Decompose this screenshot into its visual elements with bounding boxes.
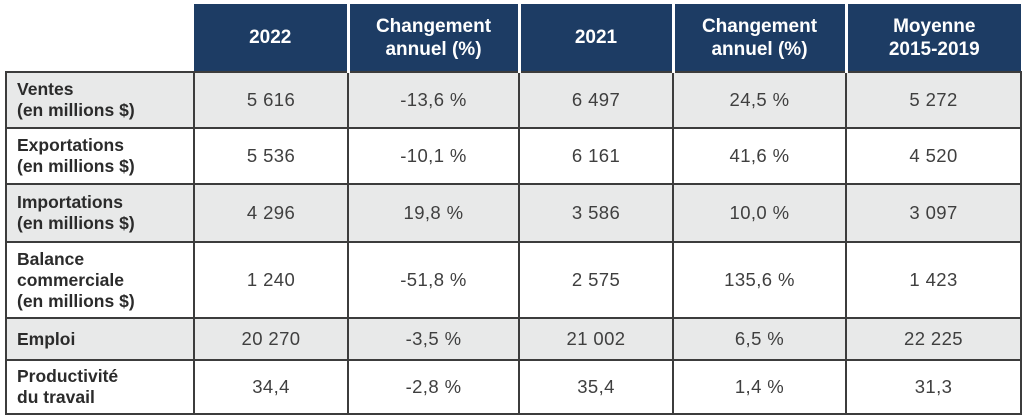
cell-value: 135,6 % xyxy=(672,241,847,319)
row-label-productivite-du-travail: Productivité du travail xyxy=(5,359,195,415)
column-header-label: annuel (%) xyxy=(385,38,482,60)
cell-value: 5 272 xyxy=(845,71,1022,129)
cell-value: 3 586 xyxy=(518,183,674,243)
column-header-label: Changement xyxy=(701,15,818,37)
cell-value: 10,0 % xyxy=(672,183,847,243)
corner-cell xyxy=(6,4,194,72)
row-label-line: Emploi xyxy=(17,328,76,349)
cell-value: -13,6 % xyxy=(347,71,520,129)
column-header-label: Changement xyxy=(375,15,492,37)
column-header-label: Moyenne xyxy=(893,15,976,37)
column-header-label: annuel (%) xyxy=(711,38,808,60)
row-label-line: Balance xyxy=(17,248,85,269)
row-label-line: (en millions $) xyxy=(17,156,135,176)
cell-value: 5 536 xyxy=(193,127,349,185)
column-header-label: 2015-2019 xyxy=(888,38,980,60)
cell-value: 4 296 xyxy=(193,183,349,243)
cell-value: -2,8 % xyxy=(347,359,520,415)
cell-value: 31,3 xyxy=(845,359,1022,415)
cell-value: 21 002 xyxy=(518,317,674,361)
cell-value: 5 616 xyxy=(193,71,349,129)
row-label-importations: Importations (en millions $) xyxy=(5,183,195,243)
cell-value: -10,1 % xyxy=(347,127,520,185)
column-header-2021: 2021 xyxy=(517,4,673,72)
row-label-balance-commerciale: Balance commerciale (en millions $) xyxy=(5,241,195,319)
cell-value: 1 423 xyxy=(845,241,1022,319)
row-label-ventes: Ventes (en millions $) xyxy=(5,71,195,129)
table-row-productivite-du-travail: Productivité du travail 34,4 -2,8 % 35,4… xyxy=(5,359,1022,415)
table-row-emploi: Emploi 20 270 -3,5 % 21 002 6,5 % 22 225 xyxy=(5,317,1022,361)
column-header-label: 2021 xyxy=(574,27,618,48)
cell-value: 6 161 xyxy=(518,127,674,185)
statistics-table: 2022 Changement annuel (%) 2021 Changeme… xyxy=(5,4,1022,415)
row-label-line: Importations xyxy=(17,192,123,212)
row-label-emploi: Emploi xyxy=(5,317,195,361)
row-label-line: (en millions $) xyxy=(17,290,135,311)
cell-value: 35,4 xyxy=(518,359,674,415)
column-header-2022: 2022 xyxy=(194,4,348,72)
column-header-moyenne-2015-2019: Moyenne 2015-2019 xyxy=(844,4,1021,72)
cell-value: -3,5 % xyxy=(347,317,520,361)
cell-value: 6 497 xyxy=(518,71,674,129)
row-label-line: (en millions $) xyxy=(17,213,135,233)
table-row-balance-commerciale: Balance commerciale (en millions $) 1 24… xyxy=(5,241,1022,319)
header-row: 2022 Changement annuel (%) 2021 Changeme… xyxy=(6,4,1021,72)
cell-value: 1,4 % xyxy=(672,359,847,415)
cell-value: -51,8 % xyxy=(347,241,520,319)
table-row-ventes: Ventes (en millions $) 5 616 -13,6 % 6 4… xyxy=(5,71,1022,129)
cell-value: 24,5 % xyxy=(672,71,847,129)
column-header-changement-annuel-2: Changement annuel (%) xyxy=(671,4,846,72)
cell-value: 3 097 xyxy=(845,183,1022,243)
cell-value: 41,6 % xyxy=(672,127,847,185)
row-label-exportations: Exportations (en millions $) xyxy=(5,127,195,185)
table-row-importations: Importations (en millions $) 4 296 19,8 … xyxy=(5,183,1022,243)
cell-value: 22 225 xyxy=(845,317,1022,361)
row-label-line: Exportations xyxy=(17,135,124,155)
row-label-line: commerciale xyxy=(17,269,125,290)
cell-value: 4 520 xyxy=(845,127,1022,185)
row-label-line: Productivité xyxy=(17,366,119,386)
cell-value: 6,5 % xyxy=(672,317,847,361)
column-header-changement-annuel-1: Changement annuel (%) xyxy=(346,4,519,72)
cell-value: 2 575 xyxy=(518,241,674,319)
column-header-label: 2022 xyxy=(249,27,292,48)
row-label-line: du travail xyxy=(17,387,95,407)
table-row-exportations: Exportations (en millions $) 5 536 -10,1… xyxy=(5,127,1022,185)
row-label-line: (en millions $) xyxy=(17,100,135,120)
cell-value: 19,8 % xyxy=(347,183,520,243)
cell-value: 20 270 xyxy=(193,317,349,361)
row-label-line: Ventes xyxy=(17,79,74,99)
cell-value: 1 240 xyxy=(193,241,349,319)
cell-value: 34,4 xyxy=(193,359,349,415)
